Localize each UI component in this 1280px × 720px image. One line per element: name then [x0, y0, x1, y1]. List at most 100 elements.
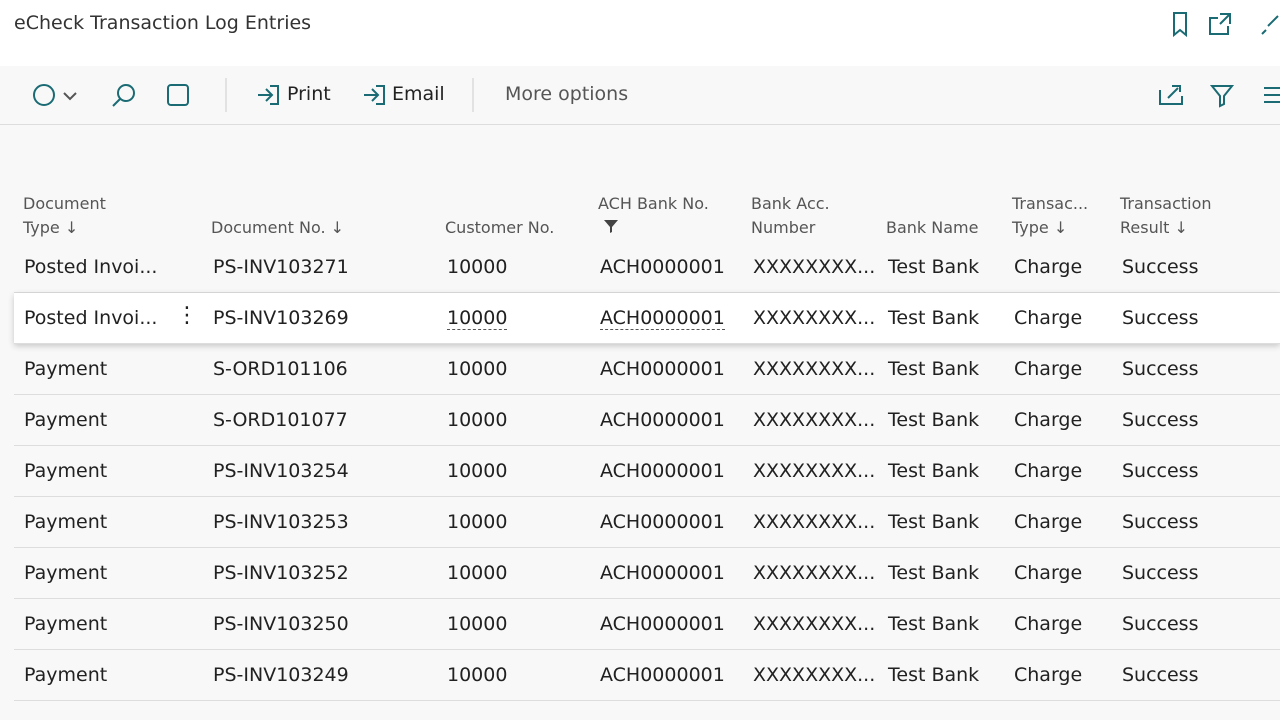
table-cell: Payment: [24, 460, 108, 482]
table-cell: Success: [1122, 358, 1199, 380]
table-cell[interactable]: 10000: [447, 511, 508, 533]
table-cell: Test Bank: [888, 358, 980, 380]
table-cell: Charge: [1014, 511, 1083, 533]
table-cell: S-ORD101106: [213, 358, 348, 380]
table-cell: Success: [1122, 664, 1199, 686]
table-cell: PS-INV103254: [213, 460, 349, 482]
column-header[interactable]: Bank Name: [886, 218, 979, 237]
table-cell: Success: [1122, 562, 1199, 584]
toolbar: [0, 66, 1280, 125]
table-row[interactable]: Payment PS-INV103250 10000 ACH0000001 XXXXXX…: [14, 599, 1280, 650]
more-options-button[interactable]: More options: [505, 83, 629, 105]
table-cell[interactable]: 10000: [447, 562, 508, 584]
column-header[interactable]: Customer No.: [445, 218, 555, 237]
table-cell: PS-INV103271: [213, 256, 349, 278]
table-cell: PS-INV103252: [213, 562, 349, 584]
table-cell: Test Bank: [888, 562, 980, 584]
table-row[interactable]: Posted Invoi... PS-INV103269 10000 ACH00000…: [14, 293, 1280, 344]
column-header[interactable]: Document No. ↓: [211, 218, 345, 237]
table-row[interactable]: Payment PS-INV103252 10000 ACH0000001 XXXXXX…: [14, 548, 1280, 599]
table-cell[interactable]: ACH0000001: [600, 664, 725, 686]
table-cell: XXXXXXXX...: [753, 664, 876, 686]
email-button[interactable]: Email: [392, 83, 445, 105]
table-row[interactable]: Payment PS-INV103254 10000 ACH0000001 XXXXXX…: [14, 446, 1280, 497]
table-cell: Charge: [1014, 613, 1083, 635]
table-cell: Payment: [24, 562, 108, 584]
table-cell: Test Bank: [888, 664, 980, 686]
table-cell: XXXXXXXX...: [753, 511, 876, 533]
table-cell: Payment: [24, 664, 108, 686]
table-cell: Charge: [1014, 664, 1083, 686]
table-cell: Success: [1122, 256, 1199, 278]
table-cell[interactable]: ACH0000001: [600, 409, 725, 431]
table-cell[interactable]: ACH0000001: [600, 307, 725, 330]
table-cell[interactable]: 10000: [447, 409, 508, 431]
table-cell: Test Bank: [888, 256, 980, 278]
table-row[interactable]: Payment S-ORD101106 10000 ACH0000001 XXXXXXX…: [14, 344, 1280, 395]
table-row[interactable]: Posted Invoi... PS-INV103271 10000 ACH00000…: [14, 242, 1280, 293]
table-cell: S-ORD101077: [213, 409, 348, 431]
column-header[interactable]: Transac... Type ↓: [1012, 194, 1089, 237]
print-button[interactable]: Print: [287, 83, 331, 105]
column-header[interactable]: Transaction Result ↓: [1120, 194, 1212, 237]
table-cell: XXXXXXXX...: [753, 256, 876, 278]
filter-icon: [604, 220, 618, 233]
content-background: [0, 66, 1280, 720]
table-cell: XXXXXXXX...: [753, 307, 876, 329]
sort-arrow: ↓: [325, 218, 345, 237]
table-cell[interactable]: ACH0000001: [600, 613, 725, 635]
table-row[interactable]: Payment PS-INV103253 10000 ACH0000001 XXXXXX…: [14, 497, 1280, 548]
table-cell: Charge: [1014, 409, 1083, 431]
table-cell[interactable]: ACH0000001: [600, 562, 725, 584]
table-cell: PS-INV103269: [213, 307, 349, 329]
header-icons: [1173, 12, 1279, 38]
table-cell: Success: [1122, 409, 1199, 431]
table-cell: Payment: [24, 511, 108, 533]
table-cell[interactable]: 10000: [447, 256, 508, 278]
table-cell: Test Bank: [888, 460, 980, 482]
table-row[interactable]: Payment PS-INV103249 10000 ACH0000001 XXXXXX…: [14, 650, 1280, 701]
table-cell: Test Bank: [888, 613, 980, 635]
table-cell[interactable]: ACH0000001: [600, 460, 725, 482]
column-header[interactable]: Document Type ↓: [23, 194, 106, 237]
table-cell: Posted Invoi...: [24, 307, 158, 329]
sort-arrow: ↓: [1169, 218, 1188, 237]
table-row[interactable]: Payment S-ORD101077 10000 ACH0000001 XXXXXXX…: [14, 395, 1280, 446]
table-cell[interactable]: ACH0000001: [600, 511, 725, 533]
table-cell: Test Bank: [888, 511, 980, 533]
sort-arrow: ↓: [59, 218, 79, 237]
table-cell[interactable]: ACH0000001: [600, 358, 725, 380]
table-cell: Payment: [24, 358, 108, 380]
table-cell[interactable]: 10000: [447, 460, 508, 482]
table-cell: Test Bank: [888, 307, 980, 329]
table-cell: Charge: [1014, 358, 1083, 380]
table-cell: Test Bank: [888, 409, 980, 431]
table-cell[interactable]: 10000: [447, 664, 508, 686]
table-cell[interactable]: 10000: [447, 613, 508, 635]
table-cell[interactable]: 10000: [447, 358, 508, 380]
table-cell: XXXXXXXX...: [753, 409, 876, 431]
table-cell: Success: [1122, 613, 1199, 635]
table-cell: XXXXXXXX...: [753, 460, 876, 482]
table-cell: Success: [1122, 307, 1199, 329]
table-cell: Charge: [1014, 562, 1083, 584]
table-cell: Success: [1122, 460, 1199, 482]
column-header[interactable]: ACH Bank No.: [598, 194, 709, 213]
table-cell: Payment: [24, 409, 108, 431]
table-cell: PS-INV103250: [213, 613, 349, 635]
page-title: eCheck Transaction Log Entries: [14, 12, 312, 34]
table-cell: XXXXXXXX...: [753, 358, 876, 380]
table-cell: Charge: [1014, 256, 1083, 278]
table-cell: XXXXXXXX...: [753, 562, 876, 584]
table-cell: Success: [1122, 511, 1199, 533]
sort-arrow: ↓: [1048, 218, 1068, 237]
table-cell: Posted Invoi...: [24, 256, 158, 278]
table-cell: Charge: [1014, 460, 1083, 482]
table-cell: XXXXXXXX...: [753, 613, 876, 635]
table-cell[interactable]: 10000: [447, 307, 508, 330]
table-cell: Payment: [24, 613, 108, 635]
table-cell[interactable]: ACH0000001: [600, 256, 725, 278]
row-menu[interactable]: ⋮: [176, 303, 198, 328]
column-header[interactable]: Bank Acc. Number: [751, 194, 830, 237]
